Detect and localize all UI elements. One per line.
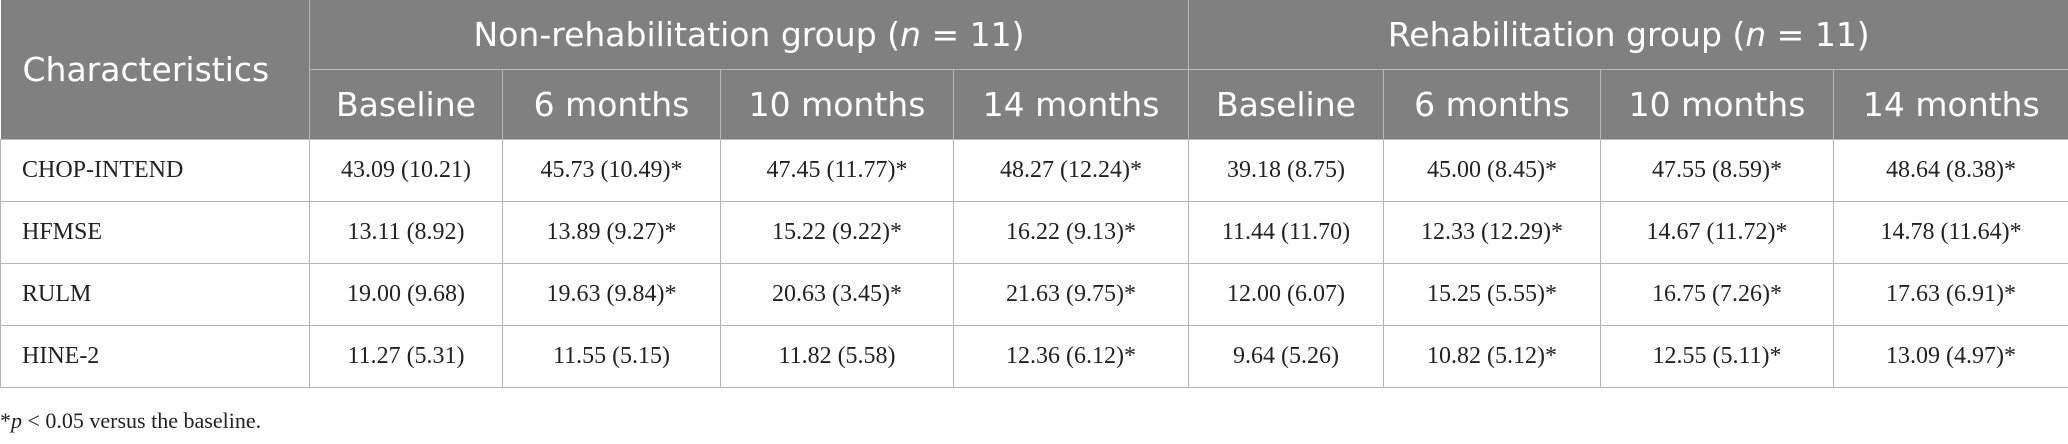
table-row: CHOP-INTEND 43.09 (10.21) 45.73 (10.49)*… xyxy=(0,139,2068,202)
table-cell: 43.09 (10.21) xyxy=(309,139,503,202)
table-cell: 12.33 (12.29)* xyxy=(1383,201,1601,264)
table-cell: 47.45 (11.77)* xyxy=(720,139,954,202)
characteristics-header: Characteristics xyxy=(0,0,310,140)
table-cell: 16.22 (9.13)* xyxy=(953,201,1189,264)
table-container: Characteristics Non-rehabilitation group… xyxy=(0,0,2068,388)
table-row: HFMSE 13.11 (8.92) 13.89 (9.27)* 15.22 (… xyxy=(0,201,2068,264)
table-cell: 15.22 (9.22)* xyxy=(720,201,954,264)
table-cell: 13.11 (8.92) xyxy=(309,201,503,264)
table-cell: 11.27 (5.31) xyxy=(309,325,503,388)
timepoint-header: Baseline xyxy=(309,69,503,140)
group-header-n-symbol: n xyxy=(1745,15,1767,54)
row-label: CHOP-INTEND xyxy=(0,139,310,202)
timepoint-header: 14 months xyxy=(1833,69,2068,140)
table-cell: 48.64 (8.38)* xyxy=(1833,139,2068,202)
table-cell: 11.44 (11.70) xyxy=(1188,201,1384,264)
timepoint-header: 6 months xyxy=(502,69,721,140)
timepoint-header-row: Baseline 6 months 10 months 14 months Ba… xyxy=(1,69,2068,140)
timepoint-header: 10 months xyxy=(720,69,954,140)
timepoint-header: Baseline xyxy=(1188,69,1384,140)
table-cell: 12.36 (6.12)* xyxy=(953,325,1189,388)
results-table: Characteristics Non-rehabilitation group… xyxy=(0,0,2068,388)
row-label: RULM xyxy=(0,263,310,326)
table-cell: 12.00 (6.07) xyxy=(1188,263,1384,326)
table-cell: 13.09 (4.97)* xyxy=(1833,325,2068,388)
row-label: HINE-2 xyxy=(0,325,310,388)
footnote-star: * xyxy=(0,408,11,433)
row-label: HFMSE xyxy=(0,201,310,264)
table-cell: 17.63 (6.91)* xyxy=(1833,263,2068,326)
table-cell: 45.73 (10.49)* xyxy=(502,139,721,202)
table-cell: 20.63 (3.45)* xyxy=(720,263,954,326)
table-cell: 12.55 (5.11)* xyxy=(1600,325,1834,388)
group-header-suffix: = 11) xyxy=(1766,15,1870,54)
group-header-non-rehabilitation: Non-rehabilitation group (n = 11) xyxy=(309,0,1189,70)
table-row: RULM 19.00 (9.68) 19.63 (9.84)* 20.63 (3… xyxy=(0,263,2068,326)
table-cell: 10.82 (5.12)* xyxy=(1383,325,1601,388)
table-cell: 47.55 (8.59)* xyxy=(1600,139,1834,202)
table-cell: 14.78 (11.64)* xyxy=(1833,201,2068,264)
timepoint-header: 6 months xyxy=(1383,69,1601,140)
table-cell: 14.67 (11.72)* xyxy=(1600,201,1834,264)
table-cell: 16.75 (7.26)* xyxy=(1600,263,1834,326)
table-footnote: *p < 0.05 versus the baseline. xyxy=(0,408,261,434)
table-row: HINE-2 11.27 (5.31) 11.55 (5.15) 11.82 (… xyxy=(0,325,2068,388)
group-header-row: Characteristics Non-rehabilitation group… xyxy=(0,0,2068,140)
group-header-n-symbol: n xyxy=(900,15,921,54)
footnote-text: < 0.05 versus the baseline. xyxy=(22,408,262,433)
group-header-rehabilitation: Rehabilitation group (n = 11) xyxy=(1188,0,2068,70)
timepoint-header: 14 months xyxy=(953,69,1189,140)
table-cell: 15.25 (5.55)* xyxy=(1383,263,1601,326)
group-header-prefix: Rehabilitation group ( xyxy=(1387,15,1746,54)
group-header-prefix: Non-rehabilitation group ( xyxy=(473,15,901,54)
table-cell: 11.55 (5.15) xyxy=(502,325,721,388)
table-cell: 19.63 (9.84)* xyxy=(502,263,721,326)
table-cell: 11.82 (5.58) xyxy=(720,325,954,388)
timepoint-header: 10 months xyxy=(1600,69,1834,140)
group-header-suffix: = 11) xyxy=(920,15,1025,54)
table-cell: 39.18 (8.75) xyxy=(1188,139,1384,202)
table-cell: 45.00 (8.45)* xyxy=(1383,139,1601,202)
table-cell: 48.27 (12.24)* xyxy=(953,139,1189,202)
table-cell: 19.00 (9.68) xyxy=(309,263,503,326)
footnote-p-symbol: p xyxy=(11,408,22,433)
table-cell: 13.89 (9.27)* xyxy=(502,201,721,264)
table-cell: 9.64 (5.26) xyxy=(1188,325,1384,388)
table-cell: 21.63 (9.75)* xyxy=(953,263,1189,326)
